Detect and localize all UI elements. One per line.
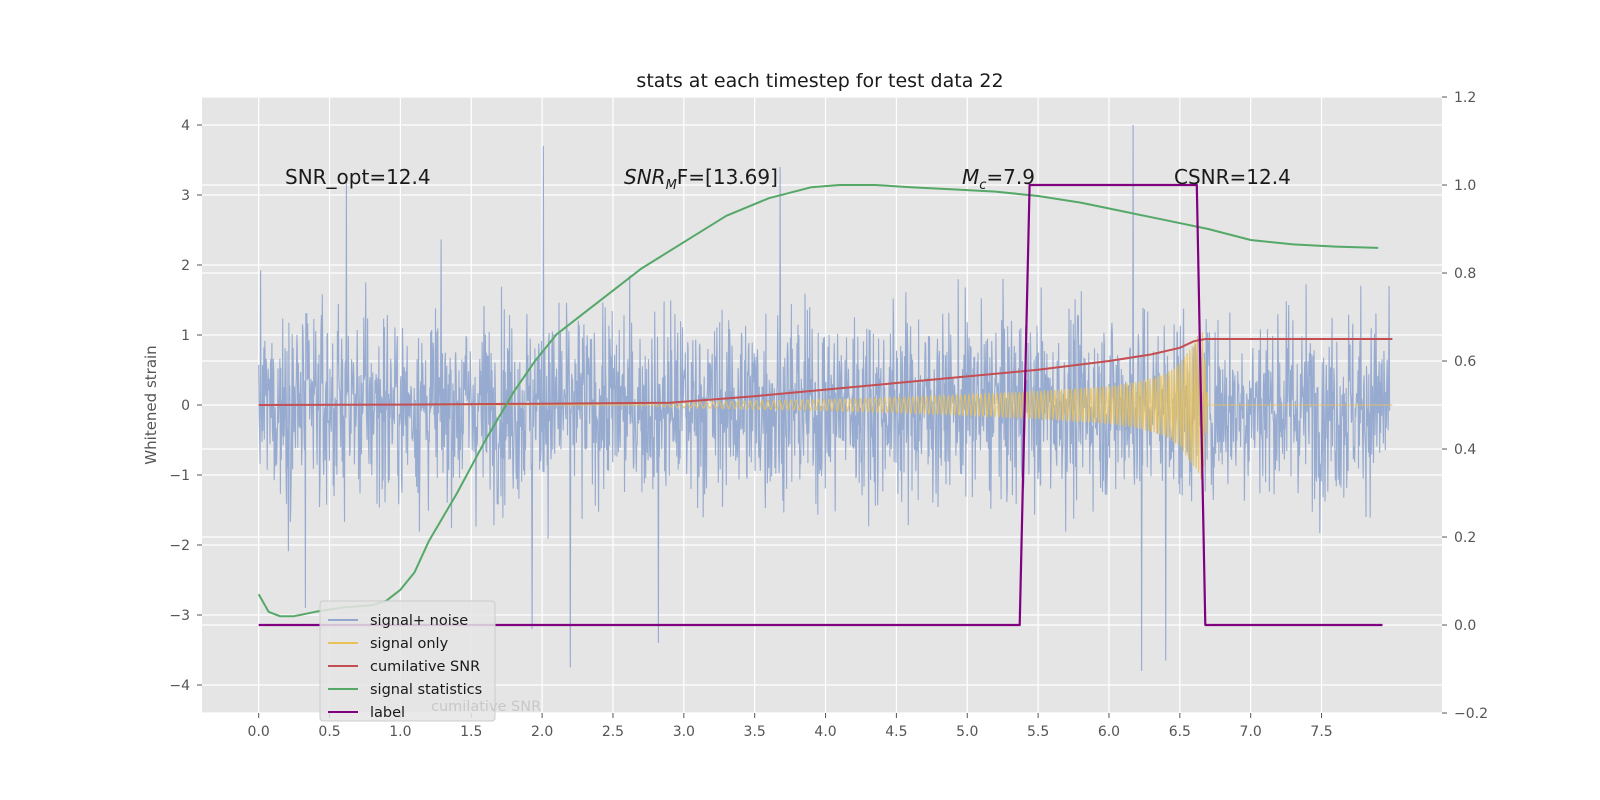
y2-axis-ticks: −0.2 0.0 0.2 0.4 0.6 0.8 1.0 1.2 [1442, 90, 1488, 722]
x-tick-label-13: 6.5 [1169, 724, 1191, 740]
x-tick-label-10: 5.0 [956, 724, 978, 740]
legend: cumilative SNR signal+ noise signal only c… [319, 600, 541, 722]
y2-tick-label-4: 0.6 [1454, 354, 1476, 370]
y2-tick-label-3: 0.4 [1454, 442, 1476, 458]
y-tick-label-8: 4 [181, 118, 190, 134]
y-tick-label-0: −4 [169, 678, 190, 694]
y-axis-ticks: −4 −3 −2 −1 0 1 2 3 4 [169, 118, 202, 694]
legend-ghost-text: cumilative SNR [431, 699, 541, 715]
series-label [258, 183, 1383, 627]
legend-box [319, 600, 496, 722]
y-axis-label: Whitened strain [142, 345, 160, 464]
annotation-mc-tail: =7.9 [986, 165, 1035, 189]
line-label [258, 183, 1383, 627]
y2-tick-label-0: −0.2 [1454, 706, 1488, 722]
y-tick-label-2: −2 [169, 538, 190, 554]
legend-label-1: signal only [370, 636, 449, 652]
y2-tick-label-6: 1.0 [1454, 178, 1476, 194]
annotation-mc-main: M [962, 165, 979, 189]
legend-label-0: signal+ noise [370, 613, 468, 629]
x-tick-label-3: 1.5 [460, 724, 482, 740]
legend-label-3: signal statistics [370, 682, 482, 698]
legend-items: signal+ noise signal only cumilative SNR si… [328, 613, 482, 721]
legend-label-4: label [370, 705, 405, 721]
x-tick-label-6: 3.0 [673, 724, 695, 740]
x-tick-label-9: 4.5 [885, 724, 907, 740]
x-tick-label-0: 0.0 [248, 724, 270, 740]
y2-tick-label-1: 0.0 [1454, 618, 1476, 634]
x-tick-label-2: 1.0 [389, 724, 411, 740]
x-tick-label-12: 6.0 [1098, 724, 1120, 740]
x-tick-label-5: 2.5 [602, 724, 624, 740]
x-tick-label-15: 7.5 [1310, 724, 1332, 740]
y2-tick-label-2: 0.2 [1454, 530, 1476, 546]
annotation-snr-mf-main: SNR [624, 165, 666, 189]
annotation-snr-mf: SNRMF=[13.69] [624, 165, 778, 193]
y-tick-label-3: −1 [169, 468, 190, 484]
y-tick-label-7: 3 [181, 188, 190, 204]
annotation-csnr: CSNR=12.4 [1174, 165, 1291, 189]
y2-tick-label-7: 1.2 [1454, 90, 1476, 106]
annotation-snr-mf-tail: F=[13.69] [677, 165, 778, 189]
y-tick-label-5: 1 [181, 328, 190, 344]
legend-label-2: cumilative SNR [370, 659, 480, 675]
annotation-mc: Mc=7.9 [962, 165, 1035, 193]
y-tick-label-4: 0 [181, 398, 190, 414]
y-tick-label-1: −3 [169, 608, 190, 624]
x-tick-label-14: 7.0 [1240, 724, 1262, 740]
x-tick-label-1: 0.5 [318, 724, 340, 740]
x-axis-ticks: 0.0 0.5 1.0 1.5 2.0 2.5 3.0 3.5 4.0 4.5 5.0 5.5 6.0 6… [248, 713, 1333, 740]
annotation-snr-mf-sub: M [666, 178, 677, 193]
annotation-snr-opt: SNR_opt=12.4 [285, 165, 431, 189]
line-cumilative-snr [258, 338, 1393, 406]
x-tick-label-8: 4.0 [814, 724, 836, 740]
x-tick-label-11: 5.5 [1027, 724, 1049, 740]
series-cumilative-snr [258, 338, 1393, 406]
y-tick-label-6: 2 [181, 258, 190, 274]
chart-title: stats at each timestep for test data 22 [636, 70, 1003, 92]
annotation-mc-sub: c [979, 178, 986, 193]
y2-tick-label-5: 0.8 [1454, 266, 1476, 282]
x-tick-label-7: 3.5 [744, 724, 766, 740]
x-tick-label-4: 2.0 [531, 724, 553, 740]
